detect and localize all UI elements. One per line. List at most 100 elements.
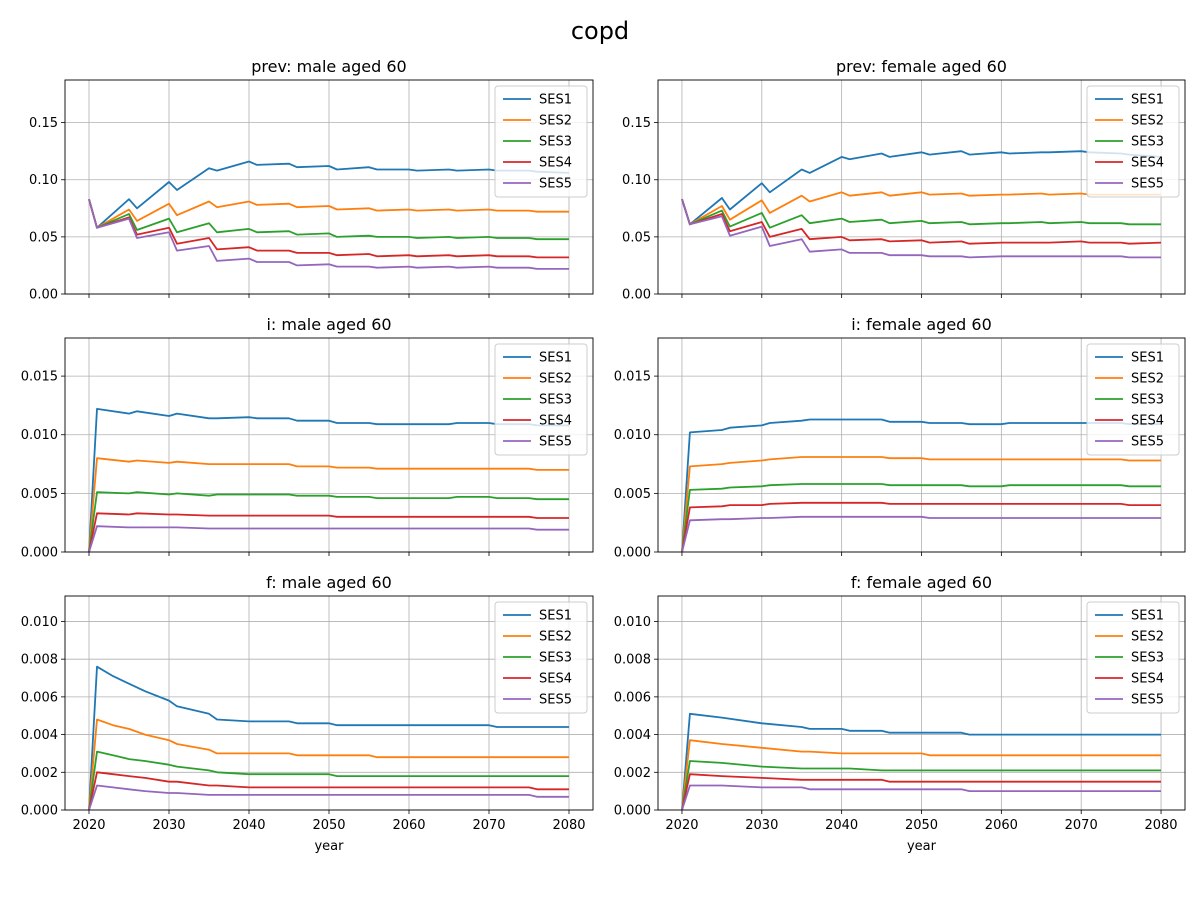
series-line-ses4 — [88, 771, 569, 811]
legend-label-ses4: SES4 — [1131, 156, 1164, 171]
series-line-ses2 — [88, 718, 569, 811]
legend-label-ses3: SES3 — [1131, 651, 1164, 666]
legend-box — [494, 85, 588, 198]
series-line-ses3 — [88, 198, 569, 241]
series-line-ses1 — [681, 712, 1161, 811]
y-tick-label: 0.05 — [622, 230, 651, 245]
legend-label-ses1: SES1 — [1131, 351, 1164, 366]
legend-label-ses4: SES4 — [1131, 414, 1164, 429]
x-tick-label: 2020 — [665, 818, 698, 833]
y-tick-label: 0.00 — [29, 288, 58, 303]
x-axis-label: year — [314, 839, 344, 854]
legend-label-ses1: SES1 — [1131, 93, 1164, 108]
legend-label-ses4: SES4 — [539, 414, 572, 429]
legend-label-ses3: SES3 — [539, 651, 572, 666]
x-tick-label: 2040 — [825, 818, 858, 833]
x-tick-label: 2030 — [745, 818, 778, 833]
x-tick-label: 2080 — [1144, 818, 1177, 833]
y-tick-label: 0.000 — [614, 804, 651, 819]
series-line-ses3 — [681, 483, 1161, 553]
series-line-ses3 — [88, 750, 569, 811]
x-tick-label: 2070 — [472, 818, 505, 833]
legend-label-ses3: SES3 — [539, 135, 572, 150]
series-line-ses3 — [88, 491, 569, 553]
legend-label-ses4: SES4 — [539, 672, 572, 687]
legend-label-ses4: SES4 — [539, 156, 572, 171]
y-tick-label: 0.00 — [622, 288, 651, 303]
subplot-4: 0.000 0.005 0.010 0.015 i: female aged 60 SES… — [614, 315, 1186, 561]
legend-label-ses5: SES5 — [1131, 177, 1164, 192]
legend: SES1 SES2 SES3 SES4 SES5 — [494, 343, 588, 456]
series-line-ses5 — [88, 525, 569, 553]
y-tick-label: 0.005 — [21, 487, 58, 502]
series-line-ses4 — [88, 198, 569, 259]
legend-label-ses3: SES3 — [1131, 393, 1164, 408]
y-tick-label: 0.05 — [29, 230, 58, 245]
subplot-2: 0.00 0.05 0.10 0.15 prev: female aged 60 SES1… — [622, 57, 1186, 303]
subplot-title: prev: female aged 60 — [836, 57, 1007, 76]
series-line-ses1 — [88, 407, 569, 553]
series-line-ses5 — [88, 198, 569, 270]
legend-box — [1086, 85, 1180, 198]
series-line-ses1 — [88, 160, 570, 229]
figure-title: copd — [571, 17, 629, 45]
legend: SES1 SES2 SES3 SES4 SES5 — [1086, 343, 1180, 456]
x-tick-label: 2040 — [232, 818, 265, 833]
y-tick-label: 0.000 — [21, 804, 58, 819]
x-tick-label: 2060 — [392, 818, 425, 833]
y-tick-label: 0.006 — [21, 690, 58, 705]
series-line-ses1 — [88, 665, 569, 811]
series-line-ses4 — [681, 198, 1162, 245]
subplot-6: 2020 2030 2040 2050 2060 2070 2080 0.000 0.002 0.… — [614, 573, 1186, 854]
series-line-ses5 — [681, 198, 1161, 259]
legend: SES1 SES2 SES3 SES4 SES5 — [494, 601, 588, 714]
x-tick-label: 2050 — [312, 818, 345, 833]
y-tick-label: 0.008 — [614, 653, 651, 668]
y-tick-label: 0.010 — [21, 428, 58, 443]
legend-label-ses4: SES4 — [1131, 672, 1164, 687]
series-line-ses4 — [681, 773, 1161, 811]
legend-label-ses5: SES5 — [539, 693, 572, 708]
y-tick-label: 0.15 — [622, 116, 651, 131]
legend: SES1 SES2 SES3 SES4 SES5 — [494, 85, 588, 198]
y-tick-label: 0.008 — [21, 653, 58, 668]
legend-label-ses5: SES5 — [1131, 693, 1164, 708]
x-tick-label: 2080 — [552, 818, 585, 833]
series-line-ses2 — [88, 198, 569, 229]
legend-box — [1086, 601, 1180, 714]
legend: SES1 SES2 SES3 SES4 SES5 — [1086, 85, 1180, 198]
legend-label-ses2: SES2 — [1131, 630, 1164, 645]
subplot-title: i: female aged 60 — [851, 315, 992, 334]
legend-label-ses2: SES2 — [539, 114, 572, 129]
y-tick-label: 0.015 — [21, 370, 58, 385]
legend: SES1 SES2 SES3 SES4 SES5 — [1086, 601, 1180, 714]
series-line-ses2 — [681, 456, 1161, 553]
series-line-ses4 — [681, 501, 1161, 553]
subplot-3: 0.000 0.005 0.010 0.015 i: male aged 60 SES1 S… — [21, 315, 594, 561]
subplot-title: i: male aged 60 — [266, 315, 391, 334]
legend-label-ses5: SES5 — [539, 177, 572, 192]
subplot-title: f: female aged 60 — [851, 573, 992, 592]
legend-box — [1086, 343, 1180, 456]
legend-label-ses2: SES2 — [539, 372, 572, 387]
x-tick-label: 2060 — [985, 818, 1018, 833]
series-line-ses5 — [88, 784, 569, 811]
series-line-ses1 — [681, 418, 1161, 553]
x-axis-label: year — [907, 839, 937, 854]
legend-label-ses5: SES5 — [1131, 435, 1164, 450]
x-tick-label: 2070 — [1065, 818, 1098, 833]
series-line-ses5 — [681, 515, 1161, 553]
y-tick-label: 0.000 — [21, 546, 58, 561]
legend-label-ses1: SES1 — [539, 351, 572, 366]
series-line-ses1 — [681, 150, 1162, 226]
y-tick-label: 0.002 — [21, 766, 58, 781]
y-tick-label: 0.15 — [29, 116, 58, 131]
x-tick-label: 2030 — [152, 818, 185, 833]
legend-label-ses2: SES2 — [1131, 372, 1164, 387]
y-tick-label: 0.10 — [29, 173, 58, 188]
series-line-ses2 — [681, 739, 1161, 811]
legend-label-ses2: SES2 — [1131, 114, 1164, 129]
